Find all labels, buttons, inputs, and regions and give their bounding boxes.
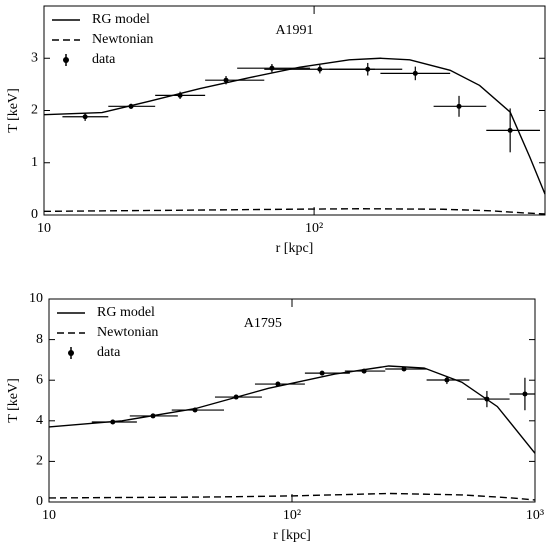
y-tick-label: 0 <box>36 494 43 509</box>
y-tick-label: 2 <box>31 103 38 118</box>
data-point <box>365 66 371 72</box>
data-point <box>319 370 325 376</box>
data-point <box>82 114 88 120</box>
legend-marker <box>63 57 69 63</box>
x-tick-label: 10³ <box>526 508 544 523</box>
legend-label: data <box>92 52 116 67</box>
y-tick-label: 10 <box>29 291 43 306</box>
x-tick-label: 10² <box>305 221 323 236</box>
data-point <box>317 66 323 72</box>
data-point <box>401 366 407 372</box>
x-tick-label: 10 <box>42 508 56 523</box>
legend-marker <box>68 350 74 356</box>
y-tick-label: 2 <box>36 454 43 469</box>
model-line <box>43 208 546 215</box>
data-point <box>110 419 116 425</box>
data-point <box>233 394 239 400</box>
y-tick-label: 4 <box>36 413 43 428</box>
y-axis-label: T [keV] <box>6 378 21 422</box>
y-axis-label: T [keV] <box>6 88 21 132</box>
legend-label: RG model <box>97 305 155 320</box>
data-point <box>128 103 134 109</box>
x-tick-label: 10 <box>37 221 51 236</box>
data-point <box>361 368 367 374</box>
legend-label: Newtonian <box>92 32 153 47</box>
model-line <box>48 365 536 454</box>
data-point <box>507 127 513 133</box>
data-point <box>192 407 198 413</box>
annotation: A1991 <box>275 23 313 38</box>
x-axis-label: r [kpc] <box>273 528 311 543</box>
legend-label: data <box>97 345 121 360</box>
legend-label: RG model <box>92 12 150 27</box>
model-line <box>43 57 546 195</box>
data-point <box>150 413 156 419</box>
legend-label: Newtonian <box>97 325 158 340</box>
y-tick-label: 3 <box>31 50 38 65</box>
x-axis-label: r [kpc] <box>276 241 314 256</box>
annotation: A1795 <box>244 316 282 331</box>
data-point <box>269 65 275 71</box>
data-point <box>444 377 450 383</box>
data-point <box>177 92 183 98</box>
data-point <box>522 391 528 397</box>
y-tick-label: 8 <box>36 332 43 347</box>
x-tick-label: 10² <box>283 508 301 523</box>
y-tick-label: 0 <box>31 207 38 222</box>
y-tick-label: 1 <box>31 155 38 170</box>
model-line <box>48 492 536 501</box>
y-tick-label: 6 <box>36 372 43 387</box>
data-point <box>412 70 418 76</box>
data-point <box>484 396 490 402</box>
data-point <box>275 381 281 387</box>
data-point <box>456 103 462 109</box>
data-point <box>223 77 229 83</box>
